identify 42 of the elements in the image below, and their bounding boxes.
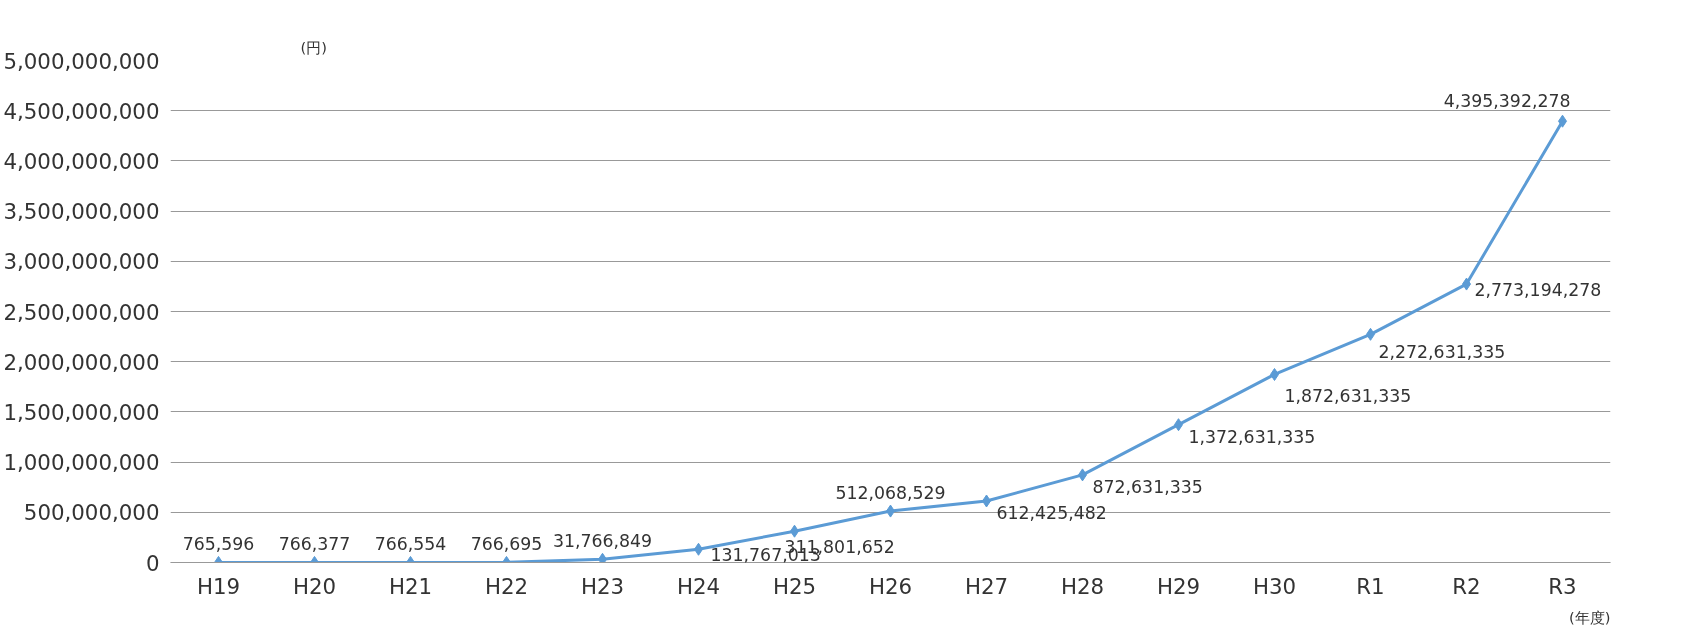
y-tick-label: 4,000,000,000	[3, 148, 160, 174]
y-tick-label: 1,500,000,000	[3, 399, 160, 425]
x-tick-label: R2	[1452, 573, 1481, 599]
text: 1,372,631,335	[1188, 426, 1316, 447]
x-tick-label: H24	[676, 573, 721, 599]
text: 4,395,392,278	[1443, 91, 1571, 112]
point	[598, 552, 607, 563]
y-tick-label: 3,000,000,000	[3, 249, 160, 275]
x-tick-label: H26	[868, 573, 913, 599]
text: 2,773,194,278	[1474, 280, 1602, 301]
text: 512,068,529	[835, 483, 946, 504]
text: 612,425,482	[996, 503, 1107, 524]
x-tick-label: H21	[388, 573, 433, 599]
text: 766,377	[278, 534, 351, 555]
x-axis-title: (年度)	[1569, 608, 1611, 626]
x-tick-label: H22	[484, 573, 529, 599]
text: 872,631,335	[1092, 476, 1203, 497]
y-tick-label: 2,500,000,000	[3, 299, 160, 325]
x-tick-label: H27	[964, 573, 1009, 599]
text: 31,766,849	[552, 531, 653, 552]
y-tick-label: 5,000,000,000	[3, 48, 160, 74]
text: 766,695	[470, 534, 543, 555]
x-tick-label: R1	[1356, 573, 1385, 599]
x-tick-label: H23	[580, 573, 625, 599]
y-tick-label: 0	[145, 550, 160, 576]
y-tick-label: 3,500,000,000	[3, 199, 160, 225]
text: 766,554	[374, 534, 447, 555]
x-tick-label: H28	[1060, 573, 1105, 599]
text: 765,596	[182, 534, 255, 555]
y-tick-label: 1,000,000,000	[3, 450, 160, 476]
x-tick-label: H20	[292, 573, 337, 599]
x-tick-label: H25	[772, 573, 817, 599]
text: 1,872,631,335	[1284, 386, 1412, 407]
x-tick-label: H30	[1252, 573, 1297, 599]
y-axis-title: (円)	[300, 38, 327, 56]
x-tick-label: H19	[196, 573, 241, 599]
y-tick-label: 500,000,000	[23, 500, 160, 526]
y-tick-label: 2,000,000,000	[3, 349, 160, 375]
x-tick-label: H29	[1156, 573, 1201, 599]
y-tick-label: 4,500,000,000	[3, 98, 160, 124]
text: 2,272,631,335	[1378, 342, 1506, 363]
x-tick-label: R3	[1548, 573, 1577, 599]
